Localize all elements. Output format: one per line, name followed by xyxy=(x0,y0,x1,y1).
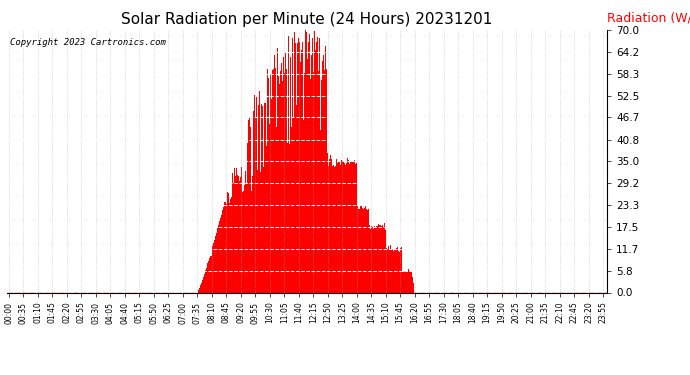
Text: Copyright 2023 Cartronics.com: Copyright 2023 Cartronics.com xyxy=(10,38,166,47)
Y-axis label: Radiation (W/m2): Radiation (W/m2) xyxy=(607,12,690,25)
Title: Solar Radiation per Minute (24 Hours) 20231201: Solar Radiation per Minute (24 Hours) 20… xyxy=(121,12,493,27)
